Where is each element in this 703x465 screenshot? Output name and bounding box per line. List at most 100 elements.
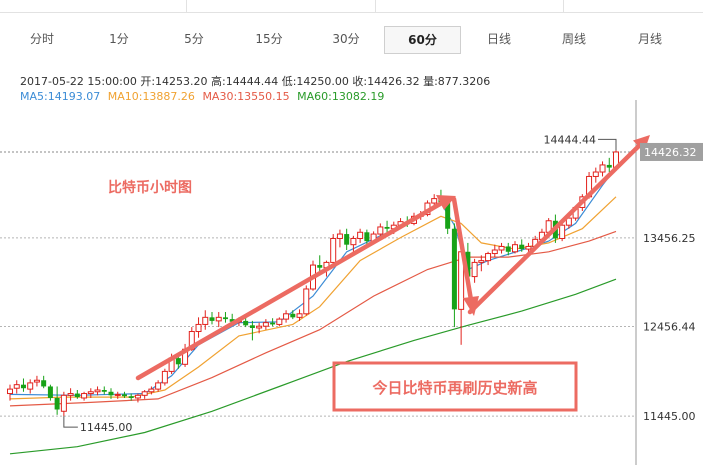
ma10-readout: MA10:13887.26: [107, 90, 195, 103]
candle-body: [108, 391, 114, 396]
candle-body: [350, 237, 357, 246]
candle-body: [445, 202, 451, 229]
candle-body: [606, 164, 612, 168]
candle-body: [262, 322, 269, 327]
min-pointer: [63, 416, 78, 428]
candle-body: [27, 382, 34, 390]
candles: [7, 150, 619, 417]
tab-15min[interactable]: 15分: [255, 32, 283, 46]
candle-body: [229, 319, 235, 322]
candle-body: [54, 397, 60, 410]
candle-body: [249, 325, 255, 328]
min-price-label: 11445.00: [80, 421, 133, 434]
candle-body: [87, 391, 94, 395]
tab-daily[interactable]: 日线: [486, 32, 511, 46]
tab-fenshi[interactable]: 分时: [29, 32, 54, 46]
candle-body: [128, 396, 134, 398]
y-tick-label: 11445.00: [643, 410, 696, 423]
candle-body: [290, 313, 296, 318]
candle-body: [592, 171, 599, 177]
ma-info-line: MA5:14193.07 MA10:13887.26 MA30:13550.15…: [20, 90, 388, 103]
candle-body: [175, 358, 181, 365]
candle-body: [33, 379, 40, 383]
top-bar: [0, 0, 703, 13]
max-price-label: 14444.44: [544, 133, 597, 146]
candle-body: [276, 318, 283, 325]
candle-body: [336, 233, 343, 239]
axis-labels: 14426.32 13456.25 12456.44 11445.00 14444.44…: [63, 133, 703, 434]
y-tick-label: 12456.44: [643, 321, 696, 334]
candle-body: [101, 390, 107, 392]
candle-body: [384, 226, 390, 229]
candle-body: [296, 313, 303, 318]
arrow-drop-head: [463, 296, 479, 316]
ma30-readout: MA30:13550.15: [202, 90, 290, 103]
candle-body: [344, 234, 350, 245]
candle-body: [202, 316, 209, 325]
candle-body: [451, 228, 457, 310]
candle-body: [377, 226, 384, 235]
grid: [0, 100, 637, 465]
candle-body: [270, 322, 276, 325]
candle-body: [74, 393, 80, 398]
candle-body: [525, 245, 532, 250]
top-bar-separator: [563, 0, 564, 12]
candle-body: [283, 313, 290, 320]
candle-body: [465, 251, 471, 277]
candle-body: [478, 260, 485, 263]
arrow-rebound-shaft: [467, 143, 641, 315]
candle-body: [471, 261, 478, 278]
tab-5min[interactable]: 5分: [184, 32, 204, 46]
candle-body: [114, 393, 121, 396]
annotation-box: [332, 361, 578, 412]
arrow-uptrend-shaft: [135, 201, 443, 381]
candle-body: [134, 394, 141, 399]
candle-body: [141, 391, 148, 396]
candle-body: [121, 394, 127, 397]
top-bar-separator: [186, 0, 187, 12]
ma60-readout: MA60:13082.19: [297, 90, 385, 103]
candle-body: [94, 389, 101, 393]
last-price-label: 14426.32: [644, 146, 697, 159]
max-pointer: [598, 138, 617, 151]
top-bar-separator: [375, 0, 376, 12]
candle-body: [7, 388, 13, 395]
period-tabs: 分时 1分 5分 15分 30分 60分 日线 周线 月线: [0, 26, 703, 54]
ma10-line: [9, 196, 617, 400]
tab-monthly[interactable]: 月线: [637, 32, 662, 46]
candle-body: [317, 265, 323, 268]
candle-body: [303, 288, 310, 315]
candle-body: [330, 237, 337, 263]
candle-body: [20, 384, 26, 389]
candle-body: [161, 370, 168, 384]
candle-body: [485, 253, 492, 262]
candle-body: [565, 217, 572, 226]
ma5-readout: MA5:14193.07: [20, 90, 101, 103]
tab-1min[interactable]: 1分: [109, 32, 129, 46]
candle-body: [209, 317, 215, 321]
candle-body: [215, 316, 222, 322]
candle-body: [357, 231, 364, 239]
candle-body: [81, 393, 88, 399]
candle-info-line: 2017-05-22 15:00:00 开:14253.20 高:14444.4…: [20, 75, 491, 88]
candle-body: [498, 245, 505, 251]
candle-body: [155, 382, 162, 390]
chart-annotation-title: 比特币小时图: [108, 179, 192, 196]
annotation-box-text: 今日比特币再刷历史新高: [371, 379, 537, 397]
candle-body: [60, 394, 67, 412]
candle-body: [41, 380, 47, 387]
ma30-line: [9, 230, 617, 407]
candle-body: [243, 320, 249, 326]
arrow-drop-shaft: [451, 196, 474, 303]
tab-60min[interactable]: 60分: [384, 26, 461, 54]
candle-body: [67, 393, 74, 396]
candle-body: [47, 386, 53, 398]
candle-body: [505, 246, 511, 252]
candle-body: [364, 232, 370, 242]
candle-body: [195, 323, 202, 333]
candle-body: [256, 325, 263, 329]
candle-body: [148, 388, 155, 393]
tab-30min[interactable]: 30分: [332, 32, 360, 46]
candle-body: [491, 249, 498, 255]
tab-weekly[interactable]: 周线: [561, 32, 586, 46]
